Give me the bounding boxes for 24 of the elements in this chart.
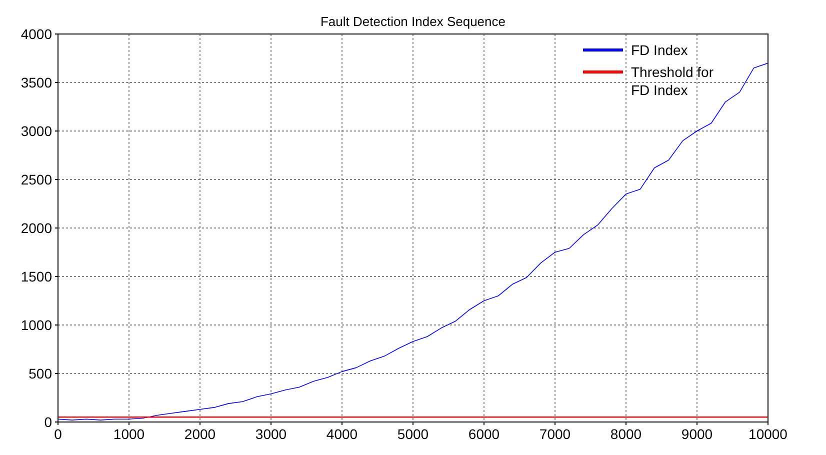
x-tick-label: 0 — [54, 426, 62, 442]
x-tick-label: 4000 — [326, 426, 358, 442]
legend-label: FD Index — [631, 42, 688, 58]
x-tick-label: 10000 — [748, 426, 788, 442]
y-tick-label: 2500 — [20, 172, 52, 188]
y-tick-label: 0 — [44, 414, 52, 430]
y-tick-label: 500 — [28, 366, 52, 382]
x-tick-label: 1000 — [113, 426, 145, 442]
x-tick-label: 7000 — [539, 426, 571, 442]
x-tick-label: 9000 — [681, 426, 713, 442]
x-tick-label: 8000 — [610, 426, 642, 442]
y-tick-label: 3500 — [20, 74, 52, 90]
y-tick-label: 3000 — [20, 123, 52, 139]
x-tick-label: 2000 — [184, 426, 216, 442]
y-tick-label: 2000 — [20, 220, 52, 236]
legend-label: Threshold for FD Index — [631, 64, 714, 98]
y-tick-label: 1500 — [20, 268, 52, 284]
x-tick-label: 6000 — [468, 426, 500, 442]
chart-title: Fault Detection Index Sequence — [320, 14, 506, 29]
y-tick-label: 4000 — [20, 26, 52, 42]
y-tick-label: 1000 — [20, 317, 52, 333]
x-tick-label: 3000 — [255, 426, 287, 442]
x-tick-label: 5000 — [397, 426, 429, 442]
line-series — [58, 62, 768, 420]
